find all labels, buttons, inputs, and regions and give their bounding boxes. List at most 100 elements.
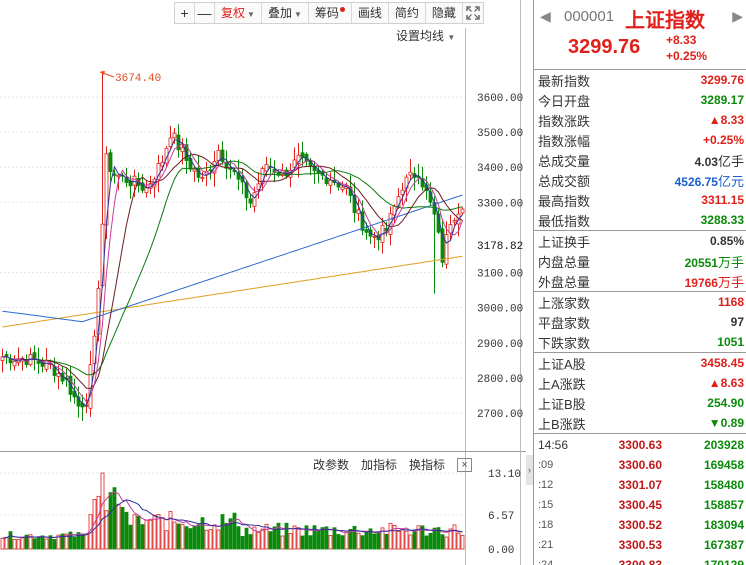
tick-row: :12 3301.07 158480 [534,475,746,495]
stat-row: 指数涨跌 ▲8.33 [534,110,746,130]
candle-body [156,162,161,180]
chips-button[interactable]: 筹码 [309,3,352,23]
volume-bar [300,535,305,550]
volume-bar [44,538,49,550]
stat-row: 平盘家数 97 [534,312,746,332]
candle-body [140,182,145,191]
volume-bar [232,512,237,550]
stat-unit: 亿元 [717,173,744,189]
price-tick-label: 3600.00 [477,93,523,105]
add-indicator-button[interactable]: 加指标 [361,458,398,472]
volume-bar [304,525,309,550]
price-tick-label: 2800.00 [477,374,523,386]
triangle-right-icon[interactable]: ▶ [732,8,743,24]
zoom-out-button[interactable]: — [195,3,215,23]
volume-bar [316,530,321,550]
price-tick-label: 3300.00 [477,198,523,210]
stats-group-market: 最新指数 3299.76 今日开盘 3289.17 指数涨跌 ▲8.33 指数涨幅 +0.25… [534,70,746,231]
stat-row: 上证换手 0.85% [534,231,746,251]
tick-volume: 170129 [703,558,744,565]
candle-body [372,236,377,238]
fuquan-button[interactable]: 复权 ▼ [215,3,262,23]
ma-settings-button[interactable]: 设置均线 ▼ [396,27,455,44]
volume-bar [328,535,333,550]
stat-row: 最高指数 3311.15 [534,190,746,210]
candle-body [56,373,61,377]
ma120-line [2,255,463,328]
close-icon[interactable]: × [457,457,473,472]
candle-body [460,208,465,214]
candle-body [192,168,197,172]
triangle-left-icon[interactable]: ◀ [540,8,551,24]
switch-indicator-button[interactable]: 换指标 [409,458,446,472]
volume-bar [224,522,229,550]
candle-body [292,159,297,168]
volume-bar [4,536,9,550]
draw-line-button[interactable]: 画线 [352,3,389,23]
volume-bar [36,537,41,550]
volume-bar [292,525,297,550]
volume-bar [244,527,249,550]
volume-bar [52,539,57,550]
stat-value: 4526.75亿元 [674,173,744,189]
volume-bar [380,527,385,550]
price-tick-label: 3100.00 [477,269,523,281]
tick-price: 3300.63 [618,438,662,452]
candle-body [0,356,5,361]
zoom-in-button[interactable]: + [175,3,195,23]
expand-icon[interactable] [463,3,483,23]
volume-bar [12,539,17,550]
candle-body [296,154,301,164]
stat-value: 4.03亿手 [694,153,744,169]
collapse-panel-handle[interactable]: › [526,455,533,485]
volume-bar [456,532,461,550]
volume-bar [276,522,281,550]
volume-bar [64,533,69,550]
tick-volume: 183094 [703,518,744,532]
candle-body [180,147,185,153]
kline-chart[interactable]: 3600.00 3500.00 3400.00 3300.00 3178.82 3100.… [0,0,526,565]
stat-value: 3299.76 [700,73,744,87]
volume-ma-lines [2,491,463,539]
hide-button[interactable]: 隐藏 [426,3,463,23]
candle-body [400,189,405,196]
stat-label: 平盘家数 [538,315,591,331]
ma20-line [2,160,463,376]
chart-toolbar: + — 复权 ▼ 叠加 ▼ 筹码 画线 简约 隐藏 [174,2,484,24]
volume-bar [144,519,149,550]
volume-bar [168,511,173,550]
tick-row: :21 3300.53 167387 [534,535,746,555]
change-percent: +0.25% [666,49,708,63]
brief-button[interactable]: 简约 [389,3,426,23]
volume-bar [120,506,125,550]
stat-unit: 万手 [717,274,744,290]
volume-bar [312,525,317,550]
volume-bar [20,537,25,550]
tick-row: :15 3300.45 158857 [534,495,746,515]
candle-body [144,187,149,194]
stat-label: 最高指数 [538,193,591,209]
volume-bar [152,514,157,550]
change-params-button[interactable]: 改参数 [313,458,350,472]
candle-body [40,361,45,367]
overlay-button[interactable]: 叠加 ▼ [262,3,309,23]
tick-volume: 158857 [703,498,744,512]
tick-volume: 167387 [703,538,744,552]
tick-time: :12 [538,479,554,491]
stat-value: 0.85% [709,234,744,248]
volume-bar [252,526,257,550]
chevron-down-icon: ▼ [447,33,456,42]
stat-value: 3288.33 [700,213,744,227]
volume-bar [368,528,373,550]
stat-label: 总成交额 [538,173,591,189]
stat-label: 指数涨跌 [538,113,591,129]
stat-value: 3458.45 [700,356,744,370]
volume-bar [448,528,453,550]
candle-body [112,173,117,176]
stat-row: 最低指数 3288.33 [534,210,746,230]
volume-bar [188,528,193,550]
volume-bar [180,523,185,550]
chart-area[interactable]: 3600.00 3500.00 3400.00 3300.00 3178.82 3100.… [0,0,526,565]
volume-bar [0,537,5,550]
candle-body [248,198,253,204]
